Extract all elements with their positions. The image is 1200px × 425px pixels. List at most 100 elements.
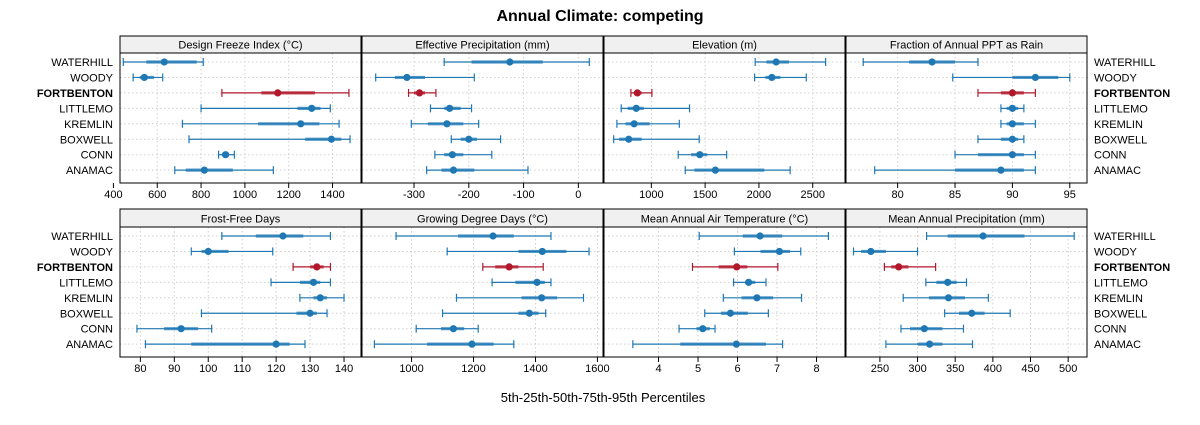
panel-elevation-m: Elevation (m) 1000 1500 2000 2500 bbox=[603, 35, 846, 201]
interval-woody bbox=[190, 247, 274, 256]
interval-anamac bbox=[144, 340, 306, 349]
interval-woody bbox=[754, 73, 807, 82]
row-label-right: KREMLIN bbox=[1094, 293, 1143, 305]
tick-label: 90 bbox=[1006, 189, 1018, 201]
row-label-left: CONN bbox=[81, 150, 113, 162]
median-point bbox=[768, 73, 776, 82]
median-point bbox=[272, 340, 280, 348]
interval-boxwell bbox=[450, 135, 502, 144]
tick-label: 300 bbox=[908, 363, 926, 375]
tick-label: 90 bbox=[168, 363, 180, 375]
interval-waterhill bbox=[443, 58, 590, 66]
row-label-right: WATERHILL bbox=[1094, 231, 1156, 243]
interval-anamac bbox=[174, 166, 274, 175]
tick-label: 8 bbox=[813, 363, 819, 375]
tick-label: 130 bbox=[301, 363, 319, 375]
row-label-right: CONN bbox=[1094, 150, 1126, 162]
median-point bbox=[711, 166, 719, 174]
interval-waterhill bbox=[221, 232, 332, 240]
median-point bbox=[160, 58, 168, 66]
panel-border bbox=[119, 52, 362, 184]
interval-fortbenton bbox=[482, 262, 544, 271]
tick-label: 1400 bbox=[320, 189, 344, 201]
median-point bbox=[867, 247, 875, 256]
interval-anamac bbox=[632, 340, 784, 349]
median-point bbox=[274, 89, 282, 97]
tick-label: 1500 bbox=[693, 189, 717, 201]
row-label-right: ANAMAC bbox=[1094, 339, 1141, 351]
median-point bbox=[745, 278, 753, 286]
interval-conn bbox=[217, 150, 235, 159]
median-point bbox=[415, 89, 424, 97]
row-labels: WATERHILL WATERHILL WOODY WOODY FORTBENTON FO… bbox=[37, 57, 1170, 351]
interval-boxwell bbox=[188, 135, 351, 144]
plot-area bbox=[120, 53, 361, 183]
interval-littlemo bbox=[491, 278, 552, 287]
tick-label: 80 bbox=[892, 189, 904, 201]
chart-title: Annual Climate: competing bbox=[496, 8, 703, 25]
interval-kremlin bbox=[455, 293, 585, 302]
tick-label: 600 bbox=[148, 189, 166, 201]
row-label-left: WOODY bbox=[70, 246, 113, 258]
interval-waterhill bbox=[925, 232, 1075, 240]
median-point bbox=[1008, 135, 1017, 143]
panel-title: Growing Degree Days (°C) bbox=[417, 214, 548, 226]
interval-boxwell bbox=[977, 135, 1025, 144]
tick-label: 1000 bbox=[233, 189, 257, 201]
median-point bbox=[403, 73, 411, 82]
panel-title: Effective Precipitation (mm) bbox=[415, 40, 549, 52]
tick-label: 1000 bbox=[639, 189, 663, 201]
tick-label: 1200 bbox=[276, 189, 300, 201]
median-point bbox=[726, 309, 735, 317]
row-label-right: KREMLIN bbox=[1094, 119, 1143, 131]
median-point bbox=[538, 294, 546, 302]
tick-label: 1600 bbox=[585, 363, 609, 375]
row-label-right: BOXWELL bbox=[1094, 134, 1147, 146]
interval-littlemo bbox=[200, 104, 331, 113]
tick-label: 5 bbox=[695, 363, 701, 375]
row-label-left: FORTBENTON bbox=[37, 262, 113, 274]
median-point bbox=[538, 247, 546, 256]
interval-fortbenton bbox=[630, 88, 653, 97]
interval-littlemo bbox=[270, 278, 332, 287]
tick-label: -100 bbox=[513, 189, 535, 201]
interval-conn bbox=[677, 150, 728, 159]
median-point bbox=[327, 135, 336, 143]
tick-label: 400 bbox=[104, 189, 122, 201]
interval-anamac bbox=[885, 340, 974, 349]
interval-kremlin bbox=[299, 293, 345, 302]
tick-label: -200 bbox=[458, 189, 480, 201]
tick-label: 0 bbox=[575, 189, 581, 201]
median-point bbox=[979, 232, 987, 240]
plot-area bbox=[846, 227, 1087, 357]
median-point bbox=[449, 166, 458, 174]
interval-conn bbox=[434, 150, 493, 159]
tick-label: 7 bbox=[774, 363, 780, 375]
median-point bbox=[200, 166, 208, 174]
panel-mean-annual-air-temperature-c: Mean Annual Air Temperature (°C) 4 5 6 7 8 bbox=[603, 208, 846, 375]
panel-frost-free-days: Frost-Free Days 80 90 100 110 120 130 140 bbox=[119, 208, 362, 375]
median-point bbox=[525, 309, 533, 317]
median-point bbox=[308, 104, 316, 112]
median-point bbox=[222, 151, 230, 159]
tick-label: 2000 bbox=[747, 189, 771, 201]
interval-woody bbox=[375, 73, 475, 82]
median-point bbox=[468, 340, 476, 348]
tick-label: 1000 bbox=[399, 363, 423, 375]
tick-label: 2500 bbox=[800, 189, 824, 201]
interval-boxwell bbox=[441, 309, 547, 318]
row-label-left: ANAMAC bbox=[66, 339, 113, 351]
median-point bbox=[489, 232, 497, 240]
interval-waterhill bbox=[122, 58, 204, 66]
median-point bbox=[448, 151, 456, 159]
median-point bbox=[630, 120, 638, 128]
interval-woody bbox=[132, 73, 164, 82]
row-label-left: KREMLIN bbox=[64, 293, 113, 305]
interval-kremlin bbox=[902, 293, 989, 302]
panel-title: Frost-Free Days bbox=[201, 214, 281, 226]
median-point bbox=[506, 58, 514, 66]
interval-anamac bbox=[426, 166, 529, 175]
row-label-right: WOODY bbox=[1094, 72, 1137, 84]
interval-littlemo bbox=[732, 278, 767, 287]
row-label-left: LITTLEMO bbox=[59, 103, 113, 115]
